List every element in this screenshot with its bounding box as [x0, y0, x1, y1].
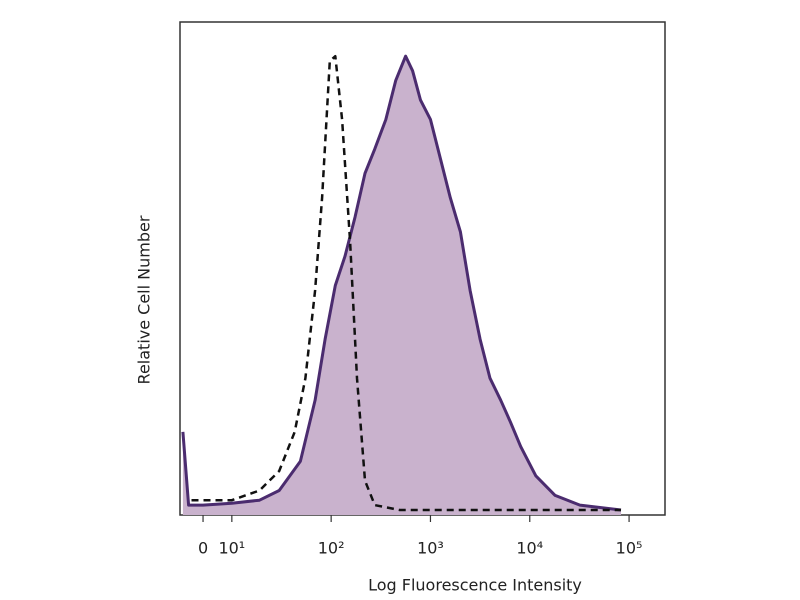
x-tick-label: 10³ [417, 539, 444, 558]
y-axis-label: Relative Cell Number [135, 215, 154, 384]
x-tick-label: 10² [318, 539, 345, 558]
x-tick-label: 0 [198, 539, 208, 558]
x-tick-label: 10¹ [218, 539, 245, 558]
area [182, 56, 621, 515]
x-axis-label: Log Fluorescence Intensity [368, 576, 582, 595]
histogram-line [191, 54, 621, 512]
histogram-line [181, 54, 622, 512]
x-tick-label: 10⁵ [616, 539, 643, 558]
x-tick-label: 10⁴ [516, 539, 543, 558]
